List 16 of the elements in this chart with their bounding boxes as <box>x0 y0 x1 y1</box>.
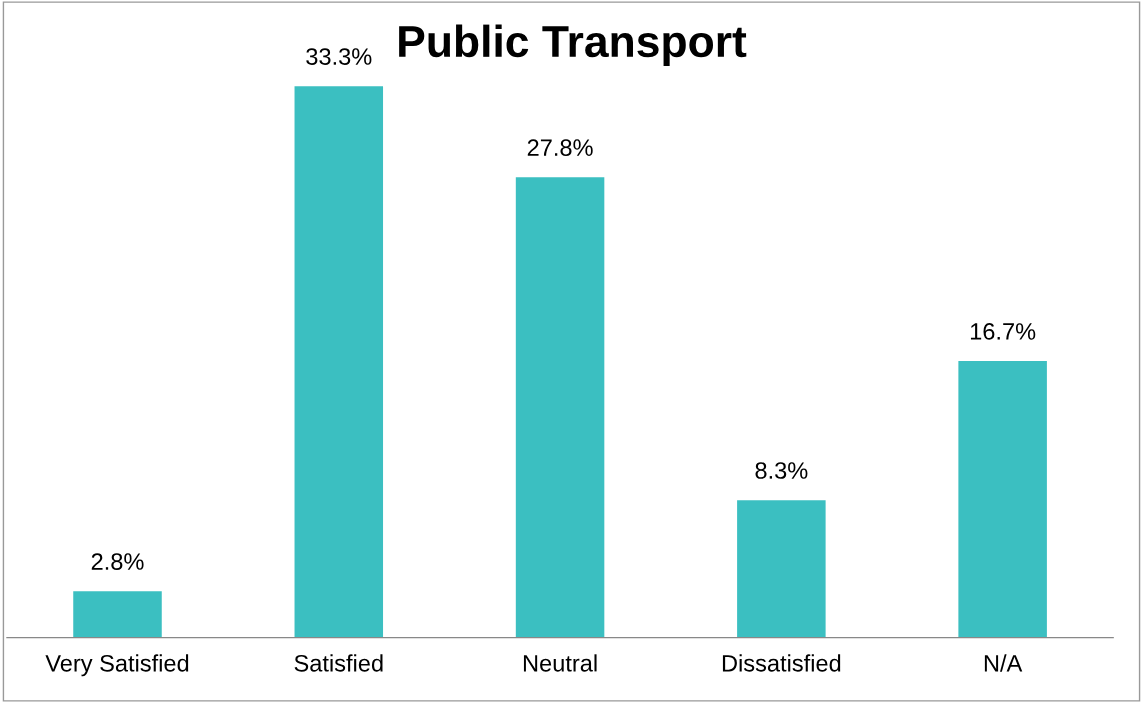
x-tick-label: Neutral <box>523 654 597 672</box>
data-label: 33.3% <box>306 48 372 65</box>
bar <box>515 177 605 638</box>
chart-title: Public Transport <box>399 24 747 67</box>
x-tick-label: N/A <box>984 654 1023 672</box>
data-label: 27.8% <box>527 139 593 156</box>
x-tick-label: Dissatisfied <box>722 654 841 672</box>
x-tick-label: Very Satisfied <box>45 654 189 677</box>
bar <box>294 86 384 638</box>
x-tick-label: Satisfied <box>294 654 383 672</box>
data-label: 8.3% <box>755 462 808 479</box>
bar <box>737 500 826 638</box>
data-label: 16.7% <box>970 323 1036 340</box>
bar <box>958 361 1047 638</box>
data-label: 2.8% <box>91 553 144 570</box>
bar <box>73 591 162 638</box>
